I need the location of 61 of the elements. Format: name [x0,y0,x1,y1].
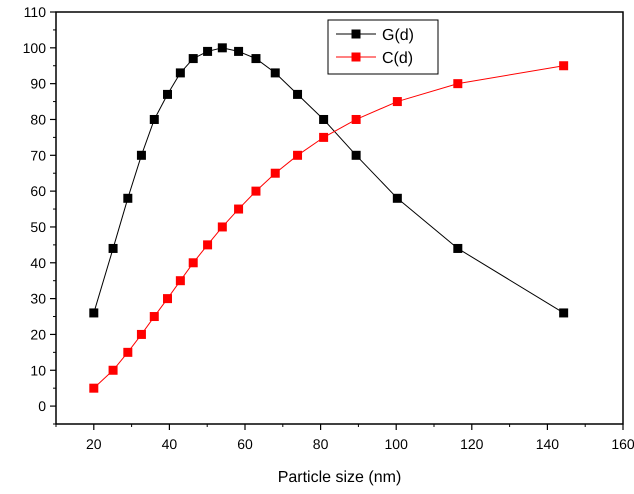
point [319,114,328,124]
y-tick-label: 70 [30,147,46,164]
point [293,90,302,99]
x-tick-label: 60 [237,436,253,452]
point [293,150,302,160]
y-tick-label: 30 [30,290,46,307]
point [203,46,212,56]
point [559,308,568,318]
x-tick-label: 80 [312,436,329,452]
y-tick-label: 100 [22,40,46,56]
point [89,384,98,393]
point [136,150,146,160]
point [392,97,402,106]
x-tick-label: 100 [384,436,408,452]
point [352,114,361,124]
point [559,61,568,70]
point [176,276,185,286]
x-tick-label: 20 [86,436,102,452]
y-tick-label: 50 [30,218,46,235]
point [352,150,361,160]
point [270,168,280,178]
point [453,244,462,253]
point [218,222,227,232]
y-tick-label: 90 [30,76,46,92]
point [188,54,198,64]
point [108,244,118,253]
x-tick-label: 140 [536,436,560,452]
point [234,46,244,56]
y-tick-label: 20 [30,326,46,342]
point [123,348,132,357]
point [319,132,328,142]
x-tick-label: 160 [611,436,634,452]
point [203,240,212,250]
x-axis-title: Particle size (nm) [278,469,402,486]
legend-label: C(d) [382,50,414,67]
y-tick-label: 110 [24,4,46,20]
y-tick-label: 80 [30,111,46,128]
y-tick-label: 60 [30,183,46,200]
point [234,204,244,214]
point [150,312,159,322]
point [251,186,260,196]
y-tick-label: 40 [30,254,46,271]
point [136,330,146,339]
legend-label: G(d) [382,27,414,44]
point [163,294,172,304]
point [108,366,118,375]
y-tick-label: 10 [30,362,46,378]
point [89,308,98,318]
point [251,54,260,64]
point [123,194,132,203]
point [163,90,172,99]
point [392,194,402,203]
point [218,43,227,52]
point [188,258,198,268]
point [453,79,462,88]
x-tick-label: 40 [162,436,178,452]
x-tick-label: 120 [460,436,484,452]
point [150,114,159,124]
y-tick-label: 0 [38,398,46,414]
point [270,68,280,78]
point [176,68,185,78]
